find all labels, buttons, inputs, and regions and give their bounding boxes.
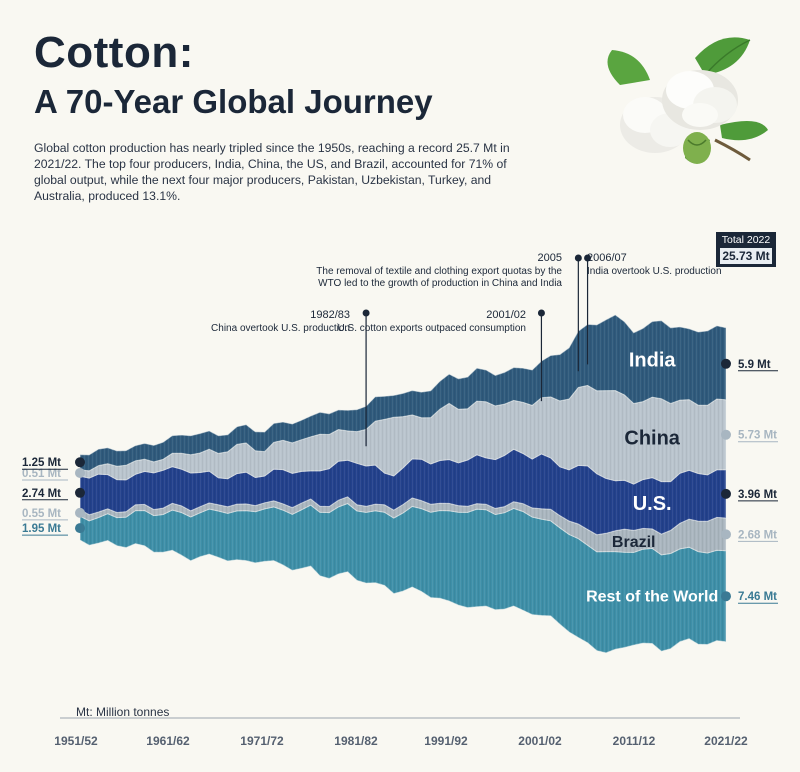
end-value-u-s: 3.96 Mt [738,489,777,501]
end-value-china: 5.73 Mt [738,430,777,442]
annotation-text-1982: China overtook U.S. production [211,323,350,334]
start-value-brazil: 0.55 Mt [22,508,61,520]
annotation-dot-2001 [537,309,545,317]
total-label: Total 2022 [721,234,771,246]
x-tick-1971-72: 1971/72 [240,734,284,748]
title-line-2: A 70-Year Global Journey [34,83,433,120]
end-value-india: 5.9 Mt [738,359,771,371]
annotation-dot-1982 [362,309,370,317]
x-tick-2001-02: 2001/02 [518,734,562,748]
x-tick-2011-12: 2011/12 [613,734,656,748]
end-dot-u-s [721,488,731,499]
unit-note: Mt: Million tonnes [76,705,170,719]
title-line-1: Cotton: [34,28,194,77]
intro-text: Global cotton production has nearly trip… [34,141,510,203]
series-label-china: China [624,427,680,449]
total-value: 25.73 Mt [720,248,772,264]
series-label-u-s: U.S. [633,493,672,515]
series-label-brazil: Brazil [612,534,656,551]
series-label-rest-of-the-world: Rest of the World [586,589,718,606]
end-dot-india [721,358,731,369]
x-tick-1981-82: 1981/82 [334,734,378,748]
start-value-india: 1.25 Mt [22,457,61,469]
cotton-boll-icon [607,37,768,164]
start-dot-u-s [75,487,85,498]
annotation-year-2001: 2001/02 [486,309,526,321]
end-dot-rest-of-the-world [721,591,731,602]
total-2022-badge: Total 2022 25.73 Mt [716,232,776,267]
annotation-text-2005-line1: The removal of textile and clothing expo… [316,266,562,277]
start-value-rest-of-the-world: 1.95 Mt [22,523,61,535]
start-dot-india [75,457,85,468]
start-dot-rest-of-the-world [75,523,85,534]
start-dot-china [75,467,85,478]
annotation-text-2005-line2: WTO led to the growth of production in C… [318,278,562,289]
series-label-india: India [629,349,677,371]
annotation-dot-2006 [584,254,592,262]
area-texture-u-s [80,449,726,535]
start-value-u-s: 2.74 Mt [22,488,61,500]
x-tick-1951-52: 1951/52 [54,734,98,748]
annotation-text-2006: India overtook U.S. production [587,266,722,277]
x-tick-1961-62: 1961/62 [146,734,190,748]
end-dot-brazil [721,529,731,540]
annotation-year-1982: 1982/83 [310,309,350,321]
start-dot-brazil [75,507,85,518]
annotation-text-2001: U.S. cotton exports outpaced consumption [338,323,526,334]
end-value-brazil: 2.68 Mt [738,529,777,541]
end-dot-china [721,429,731,440]
start-value-china: 0.51 Mt [22,468,61,480]
x-tick-2021-22: 2021/22 [704,734,748,748]
x-tick-1991-92: 1991/92 [424,734,468,748]
area-texture-rest-of-the-world [80,503,726,653]
annotation-year-2006: 2006/07 [587,252,627,264]
end-value-rest-of-the-world: 7.46 Mt [738,591,777,603]
annotation-year-2005: 2005 [538,252,562,264]
area-texture-china [80,385,726,485]
annotation-dot-2005 [574,254,582,262]
area-texture-india [80,314,726,471]
area-texture-brazil [80,496,726,555]
